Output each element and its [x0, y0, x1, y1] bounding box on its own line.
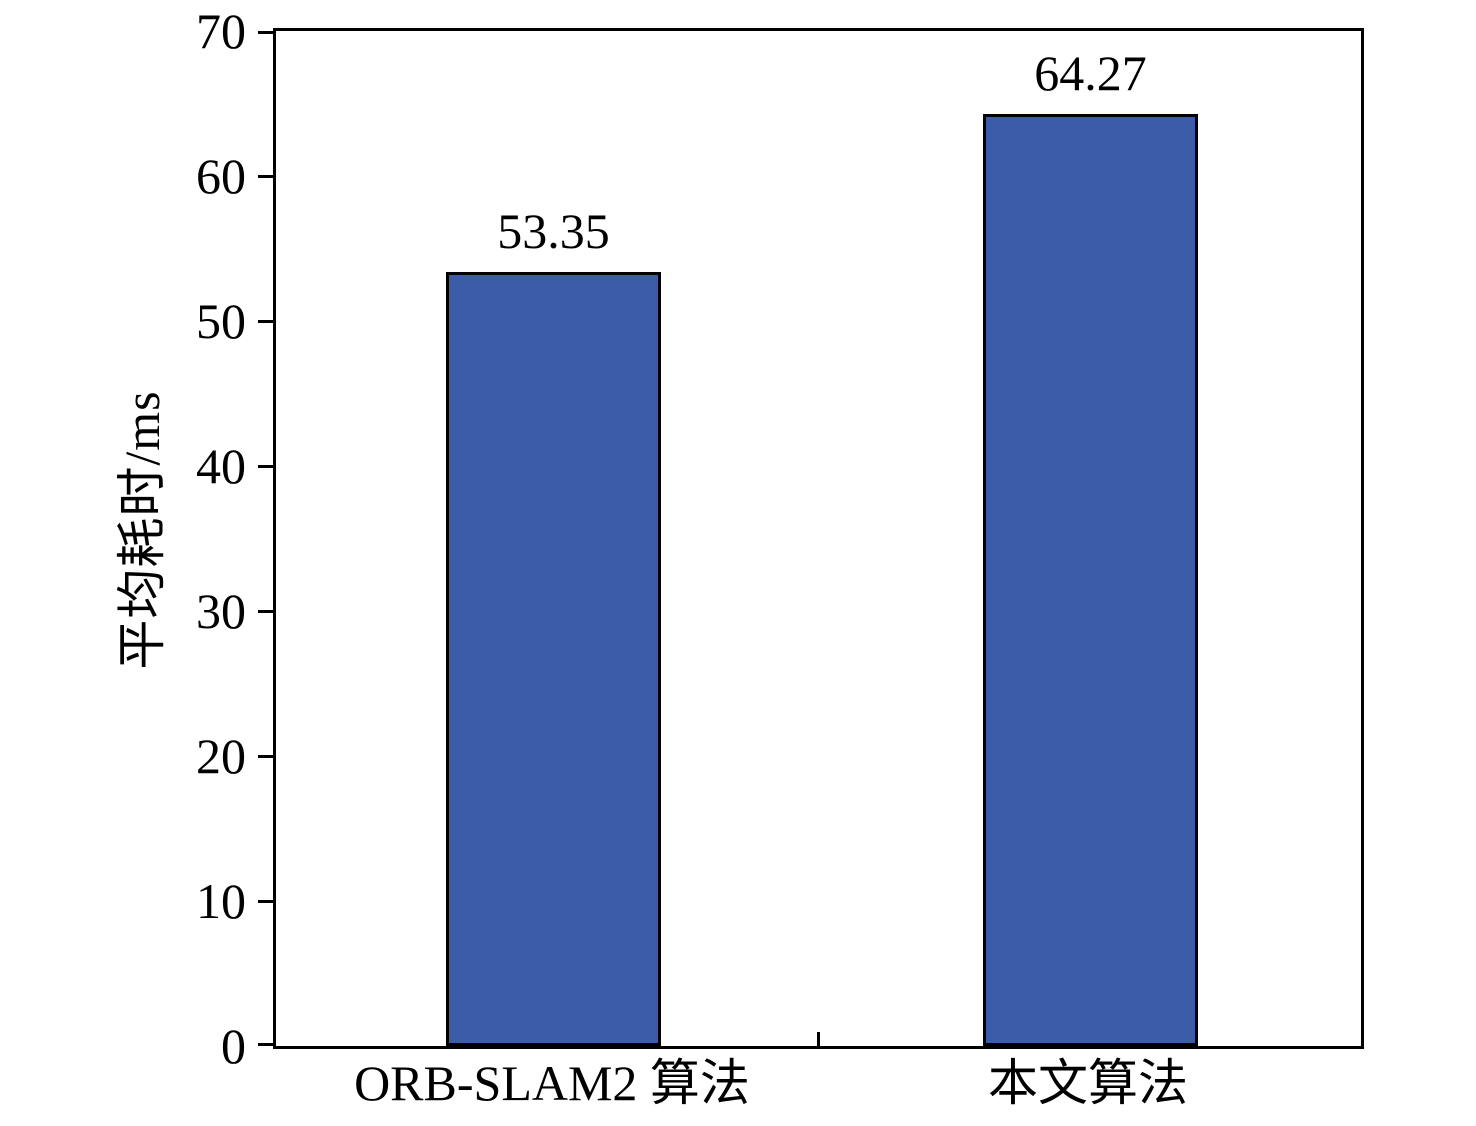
y-tick-label: 40 [196, 438, 246, 494]
y-tick-label: 60 [196, 148, 246, 204]
y-tick-label: 70 [196, 3, 246, 59]
y-tick-label: 50 [196, 293, 246, 349]
bar-value-label-proposed-method: 64.27 [1034, 45, 1147, 102]
y-axis-label: 平均耗时/ms [114, 390, 170, 670]
bar-value-label-orb-slam2: 53.35 [497, 203, 610, 260]
y-tick-mark [258, 754, 273, 758]
x-axis-labels: ORB-SLAM2 算法 本文算法 [0, 1058, 1476, 1118]
y-tick-mark [258, 31, 273, 34]
y-tick-mark [258, 319, 273, 323]
bar-orb-slam2 [446, 272, 661, 1046]
plot-area: 53.35 64.27 0 10 20 30 40 50 60 70 [196, 6, 1364, 1071]
y-tick-label: 0 [221, 1018, 246, 1074]
y-tick-mark [258, 1043, 273, 1046]
y-tick-mark [258, 464, 273, 468]
y-tick-mark [258, 899, 273, 903]
y-tick-mark [258, 174, 273, 178]
y-tick-label: 30 [196, 583, 246, 639]
x-axis-center-tick [817, 1032, 820, 1046]
y-tick-label: 10 [196, 873, 246, 929]
x-tick-label-proposed-method: 本文算法 [988, 1055, 1188, 1111]
y-tick-label: 20 [196, 728, 246, 784]
x-tick-label-orb-slam2: ORB-SLAM2 算法 [354, 1055, 750, 1111]
y-tick-mark [258, 609, 273, 613]
bar-proposed-method [983, 114, 1198, 1046]
